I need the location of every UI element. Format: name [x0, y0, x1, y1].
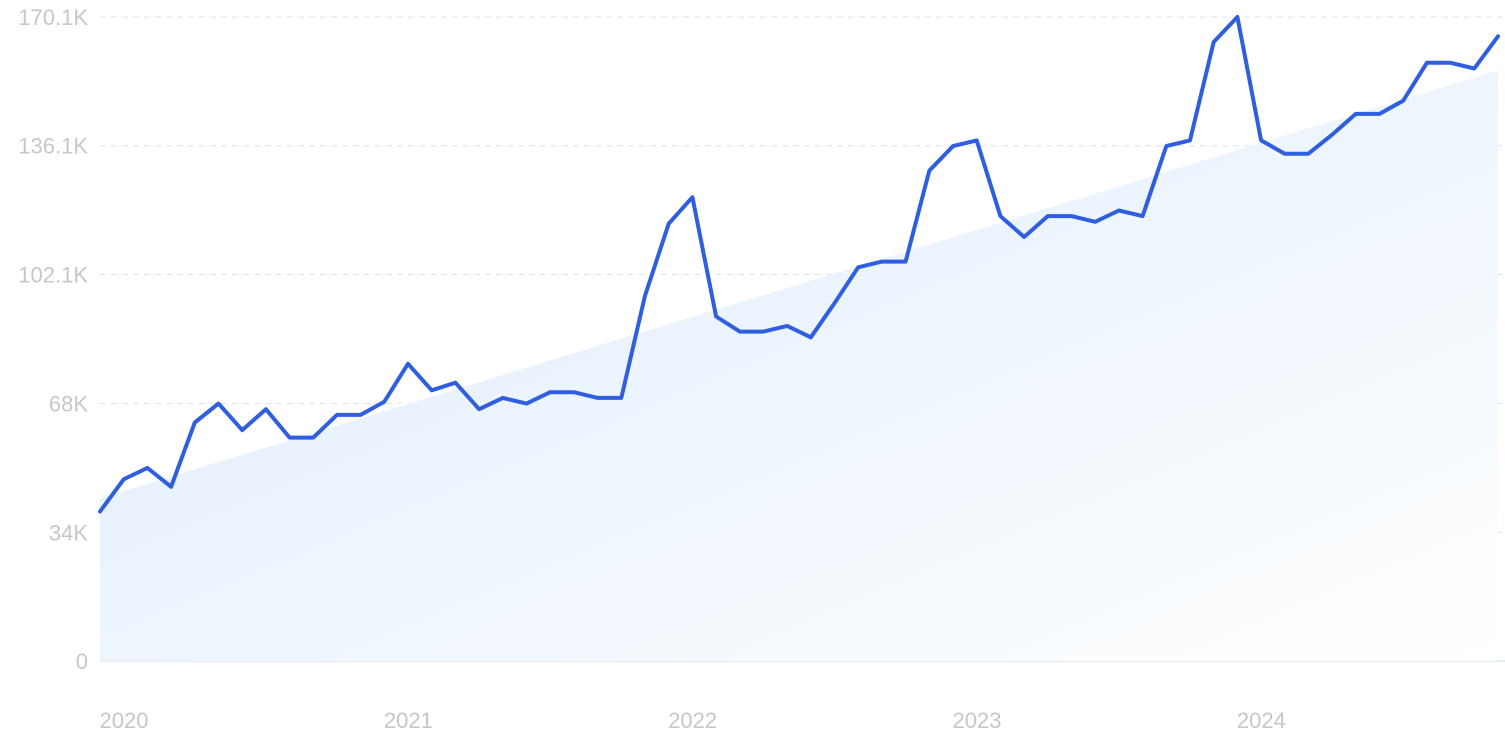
y-tick-label: 0: [76, 649, 88, 674]
trend-area-fill: [100, 70, 1498, 662]
x-tick-label: 2020: [100, 708, 149, 733]
y-tick-label: 102.1K: [18, 262, 88, 287]
y-axis: 0 34K 68K 102.1K 136.1K 170.1K: [18, 5, 88, 674]
y-tick-label: 170.1K: [18, 5, 88, 30]
y-tick-label: 34K: [49, 520, 88, 545]
x-tick-label: 2021: [384, 708, 433, 733]
series-line: [98, 15, 1500, 514]
y-tick-label: 136.1K: [18, 134, 88, 159]
x-tick-label: 2023: [953, 708, 1002, 733]
x-tick-label: 2022: [668, 708, 717, 733]
trend-area: [100, 70, 1498, 662]
x-tick-label: 2024: [1237, 708, 1286, 733]
series: [98, 15, 1500, 514]
y-tick-label: 68K: [49, 392, 88, 417]
x-axis: 2020 2021 2022 2023 2024: [100, 708, 1286, 733]
